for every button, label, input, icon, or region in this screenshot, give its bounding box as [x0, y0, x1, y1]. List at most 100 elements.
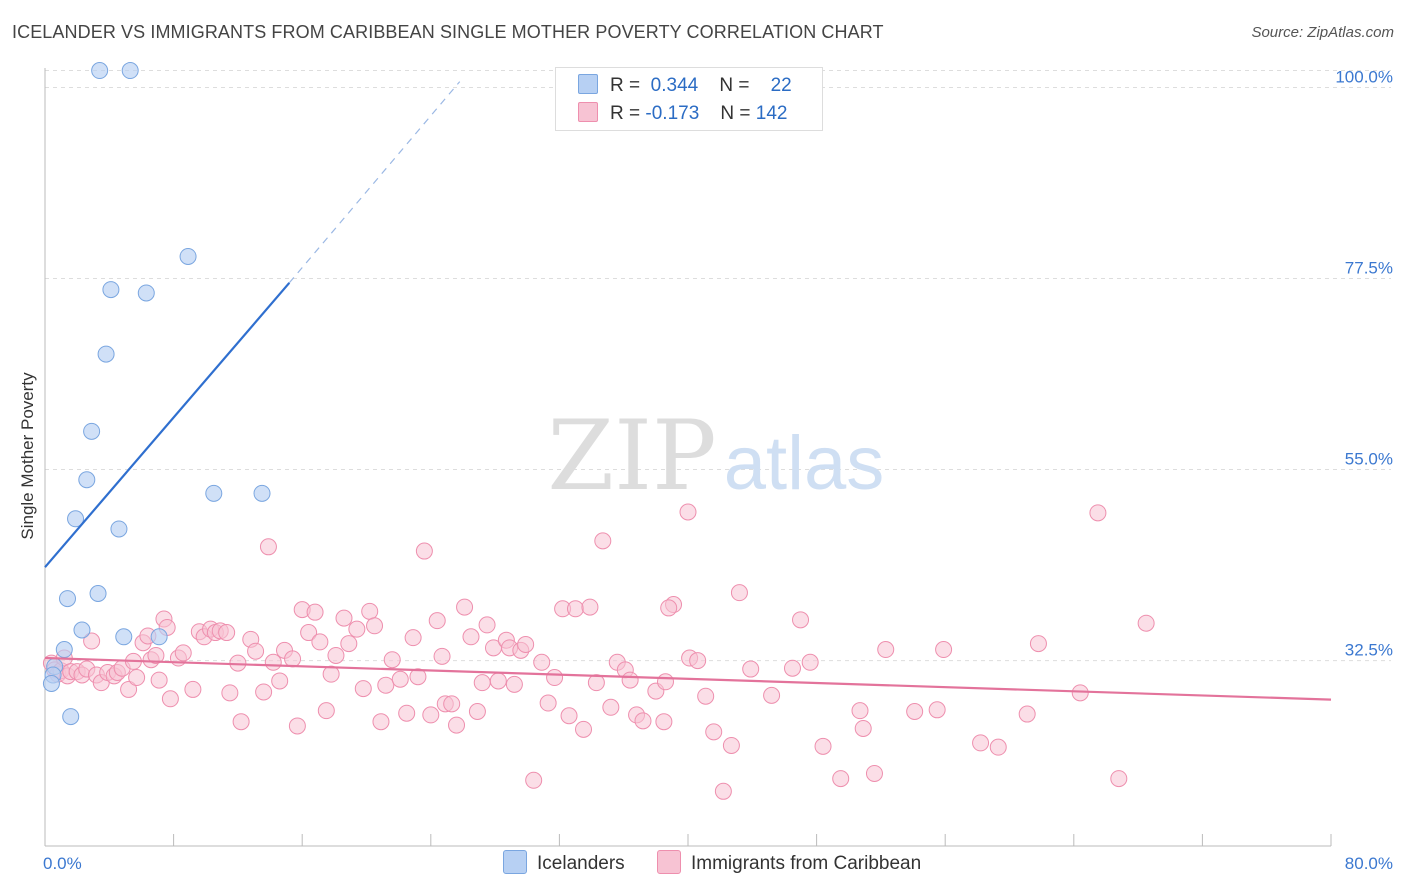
caribbean-point: [83, 632, 101, 650]
caribbean-point: [462, 628, 480, 646]
caribbean-point: [539, 694, 557, 712]
caribbean-point: [763, 686, 781, 704]
r-label: R =: [610, 103, 641, 124]
y-tick-label: 32.5%: [1345, 641, 1393, 660]
caribbean-point: [679, 503, 697, 521]
icelander-point: [73, 621, 91, 639]
caribbean-point: [120, 680, 138, 698]
pink-swatch-icon: [578, 101, 598, 122]
icelander-trend-extension: [288, 81, 461, 284]
icelander-point: [42, 674, 60, 692]
caribbean-point: [505, 675, 523, 693]
caribbean-point: [288, 717, 306, 735]
icelander-point: [89, 585, 107, 603]
legend-item-icelanders: Icelanders: [503, 850, 625, 876]
icelander-point: [102, 281, 120, 299]
caribbean-point: [989, 738, 1007, 756]
caribbean-point: [300, 624, 318, 642]
caribbean-point: [533, 653, 551, 671]
x-tick-label: 80.0%: [1345, 854, 1393, 873]
caribbean-point: [814, 737, 832, 755]
caribbean-point: [473, 674, 491, 692]
icelander-point: [121, 62, 139, 80]
caribbean-point: [865, 764, 883, 782]
caribbean-point: [575, 720, 593, 738]
caribbean-point: [218, 624, 236, 642]
n-label: N =: [720, 103, 751, 124]
caribbean-point: [327, 646, 345, 664]
caribbean-point: [742, 660, 760, 678]
caribbean-point: [409, 668, 427, 686]
icelander-point: [67, 510, 85, 528]
caribbean-point: [255, 683, 273, 701]
caribbean-point: [1110, 770, 1128, 788]
icelander-point: [55, 641, 73, 659]
caribbean-point: [322, 665, 340, 683]
caribbean-point: [517, 635, 535, 653]
caribbean-point: [161, 690, 179, 708]
caribbean-point: [634, 712, 652, 730]
caribbean-point: [655, 713, 673, 731]
legend-item-caribbean: Immigrants from Caribbean: [657, 850, 922, 876]
caribbean-point: [433, 647, 451, 665]
caribbean-point: [928, 701, 946, 719]
caribbean-point: [354, 680, 372, 698]
caribbean-point: [456, 598, 474, 616]
icelander-point: [97, 345, 115, 363]
source-credit: Source: ZipAtlas.com: [1251, 24, 1394, 41]
caribbean-point: [689, 652, 707, 670]
n-value: 142: [755, 103, 788, 124]
trend-lines: [44, 81, 1332, 701]
caribbean-point: [259, 538, 277, 556]
icelander-point: [253, 484, 271, 502]
caribbean-point: [335, 609, 353, 627]
caribbean-point: [730, 584, 748, 602]
y-tick-label: 100.0%: [1335, 68, 1393, 87]
caribbean-point: [311, 633, 329, 651]
caribbean-point: [587, 674, 605, 692]
icelander-point: [150, 628, 168, 646]
caribbean-point: [428, 612, 446, 630]
caribbean-point: [525, 771, 543, 789]
blue-swatch-icon: [503, 850, 527, 874]
caribbean-point: [1089, 504, 1107, 522]
caribbean-point: [383, 651, 401, 669]
caribbean-point: [391, 670, 409, 688]
watermark-atlas: atlas: [724, 421, 885, 506]
chart-title: ICELANDER VS IMMIGRANTS FROM CARIBBEAN S…: [12, 22, 884, 42]
caribbean-point: [854, 719, 872, 737]
n-value: 22: [770, 75, 792, 96]
caribbean-point: [478, 616, 496, 634]
caribbean-point: [221, 684, 239, 702]
caribbean-point: [1071, 684, 1089, 702]
caribbean-point: [448, 716, 466, 734]
caribbean-point: [801, 653, 819, 671]
caribbean-point: [361, 602, 379, 620]
caribbean-point: [560, 707, 578, 725]
legend-row-icelanders: R = 0.344 N = 22: [578, 72, 792, 100]
caribbean-point: [184, 680, 202, 698]
caribbean-point: [247, 642, 265, 660]
caribbean-point: [832, 770, 850, 788]
r-label: R =: [610, 75, 641, 96]
caribbean-point: [128, 669, 146, 687]
caribbean-point: [851, 702, 869, 720]
icelander-point: [205, 484, 223, 502]
caribbean-point: [1018, 705, 1036, 723]
icelander-point: [110, 520, 128, 538]
caribbean-trend-line: [44, 656, 1332, 701]
y-tick-label: 55.0%: [1345, 450, 1393, 469]
caribbean-point: [1029, 635, 1047, 653]
caribbean-point: [722, 736, 740, 754]
caribbean-point: [906, 703, 924, 721]
caribbean-point: [594, 532, 612, 550]
r-value: -0.173: [645, 103, 700, 124]
caribbean-point: [147, 646, 165, 664]
legend-label: Immigrants from Caribbean: [691, 853, 922, 875]
caribbean-point: [398, 704, 416, 722]
blue-swatch-icon: [578, 73, 598, 94]
caribbean-point: [935, 641, 953, 659]
x-tick-labels: 0.0% 80.0%: [43, 854, 1393, 873]
caribbean-point: [697, 687, 715, 705]
icelander-trend-line: [44, 282, 291, 568]
